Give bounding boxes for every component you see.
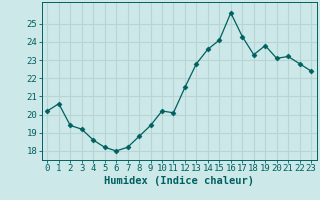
X-axis label: Humidex (Indice chaleur): Humidex (Indice chaleur) [104,176,254,186]
